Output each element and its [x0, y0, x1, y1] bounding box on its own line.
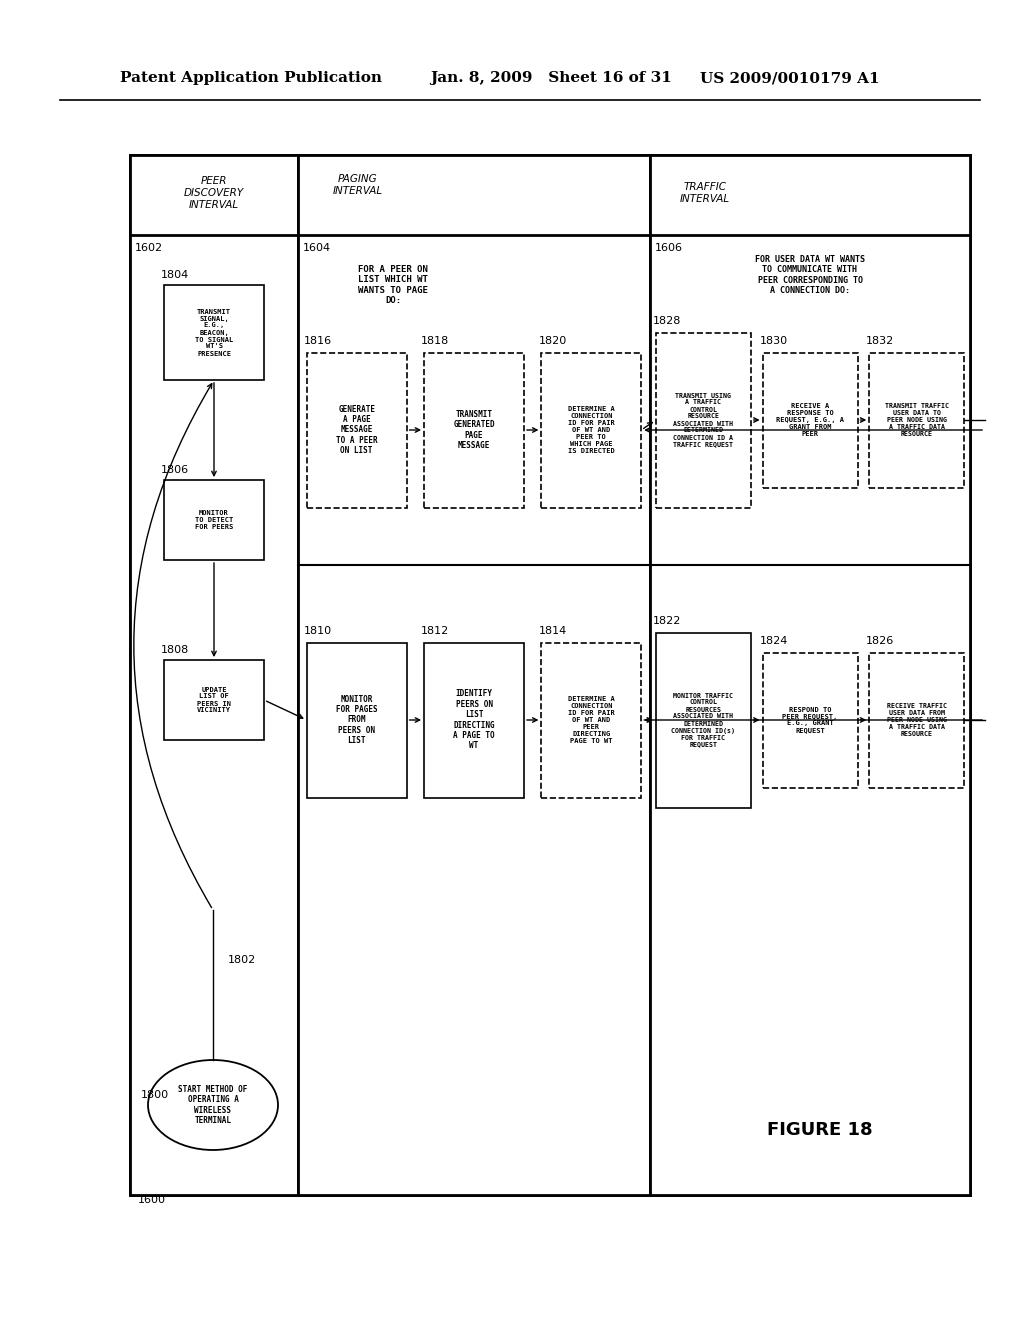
- Text: 1600: 1600: [138, 1195, 166, 1205]
- Text: FOR A PEER ON
LIST WHICH WT
WANTS TO PAGE
DO:: FOR A PEER ON LIST WHICH WT WANTS TO PAG…: [358, 265, 428, 305]
- Text: 1820: 1820: [539, 335, 566, 346]
- Text: FOR USER DATA WT WANTS
TO COMMUNICATE WITH
PEER CORRESPONDING TO
A CONNECTION DO: FOR USER DATA WT WANTS TO COMMUNICATE WI…: [755, 255, 865, 296]
- Text: RECEIVE A
RESPONSE TO
REQUEST, E.G., A
GRANT FROM
PEER: RECEIVE A RESPONSE TO REQUEST, E.G., A G…: [776, 403, 844, 437]
- Text: TRANSMIT TRAFFIC
USER DATA TO
PEER NODE USING
A TRAFFIC DATA
RESOURCE: TRANSMIT TRAFFIC USER DATA TO PEER NODE …: [885, 403, 948, 437]
- Text: GENERATE
A PAGE
MESSAGE
TO A PEER
ON LIST: GENERATE A PAGE MESSAGE TO A PEER ON LIS…: [336, 405, 378, 455]
- Text: RESPOND TO
PEER REQUEST,
E.G., GRANT
REQUEST: RESPOND TO PEER REQUEST, E.G., GRANT REQ…: [782, 706, 838, 734]
- Bar: [164, 285, 264, 380]
- Text: 1818: 1818: [421, 335, 450, 346]
- Text: FIGURE 18: FIGURE 18: [767, 1121, 872, 1139]
- Text: 1804: 1804: [161, 271, 189, 280]
- Bar: [869, 652, 965, 788]
- Text: PAGING
INTERVAL: PAGING INTERVAL: [333, 174, 383, 195]
- Bar: [763, 652, 857, 788]
- Text: UPDATE
LIST OF
PEERS IN
VICINITY: UPDATE LIST OF PEERS IN VICINITY: [197, 686, 231, 714]
- Text: 1826: 1826: [866, 635, 894, 645]
- Text: 1822: 1822: [653, 615, 681, 626]
- Bar: [306, 352, 407, 507]
- Bar: [869, 352, 965, 487]
- Text: TRANSMIT
GENERATED
PAGE
MESSAGE: TRANSMIT GENERATED PAGE MESSAGE: [454, 411, 495, 450]
- Bar: [542, 643, 641, 797]
- Text: TRAFFIC
INTERVAL: TRAFFIC INTERVAL: [680, 182, 730, 203]
- Bar: [130, 154, 970, 1195]
- Ellipse shape: [148, 1060, 278, 1150]
- Text: START METHOD OF
OPERATING A
WIRELESS
TERMINAL: START METHOD OF OPERATING A WIRELESS TER…: [178, 1085, 248, 1125]
- Bar: [306, 643, 407, 797]
- Text: 1830: 1830: [760, 335, 787, 346]
- Bar: [424, 643, 524, 797]
- Text: Jan. 8, 2009   Sheet 16 of 31: Jan. 8, 2009 Sheet 16 of 31: [430, 71, 672, 84]
- Text: 1806: 1806: [161, 465, 189, 475]
- Bar: [655, 632, 751, 808]
- Bar: [763, 352, 857, 487]
- Text: 1828: 1828: [653, 315, 681, 326]
- Bar: [424, 352, 524, 507]
- Bar: [130, 154, 298, 1195]
- Text: 1816: 1816: [304, 335, 332, 346]
- Text: 1832: 1832: [866, 335, 894, 346]
- Text: MONITOR TRAFFIC
CONTROL
RESOURCES
ASSOCIATED WITH
DETERMINED
CONNECTION ID(s)
FO: MONITOR TRAFFIC CONTROL RESOURCES ASSOCI…: [672, 693, 735, 747]
- Text: 1604: 1604: [303, 243, 331, 253]
- Text: DETERMINE A
CONNECTION
ID FOR PAIR
OF WT AND
PEER TO
WHICH PAGE
IS DIRECTED: DETERMINE A CONNECTION ID FOR PAIR OF WT…: [568, 407, 614, 454]
- Text: 1814: 1814: [539, 626, 566, 635]
- Bar: [164, 660, 264, 741]
- Text: RECEIVE TRAFFIC
USER DATA FROM
PEER NODE USING
A TRAFFIC DATA
RESOURCE: RECEIVE TRAFFIC USER DATA FROM PEER NODE…: [887, 704, 946, 737]
- Text: DETERMINE A
CONNECTION
ID FOR PAIR
OF WT AND
PEER
DIRECTING
PAGE TO WT: DETERMINE A CONNECTION ID FOR PAIR OF WT…: [568, 696, 614, 744]
- Text: 1602: 1602: [135, 243, 163, 253]
- Text: MONITOR
FOR PAGES
FROM
PEERS ON
LIST: MONITOR FOR PAGES FROM PEERS ON LIST: [336, 694, 378, 746]
- Bar: [655, 333, 751, 507]
- Bar: [650, 154, 970, 1195]
- Text: TRANSMIT
SIGNAL,
E.G.,
BEACON,
TO SIGNAL
WT'S
PRESENCE: TRANSMIT SIGNAL, E.G., BEACON, TO SIGNAL…: [195, 309, 233, 356]
- Text: MONITOR
TO DETECT
FOR PEERS: MONITOR TO DETECT FOR PEERS: [195, 510, 233, 531]
- Text: 1802: 1802: [228, 954, 256, 965]
- Text: 1812: 1812: [421, 626, 450, 635]
- Text: US 2009/0010179 A1: US 2009/0010179 A1: [700, 71, 880, 84]
- Text: 1824: 1824: [760, 635, 787, 645]
- Text: 1800: 1800: [141, 1090, 169, 1100]
- Bar: [164, 480, 264, 560]
- Text: Patent Application Publication: Patent Application Publication: [120, 71, 382, 84]
- Bar: [298, 154, 650, 1195]
- Text: IDENTIFY
PEERS ON
LIST
DIRECTING
A PAGE TO
WT: IDENTIFY PEERS ON LIST DIRECTING A PAGE …: [454, 689, 495, 751]
- Text: 1808: 1808: [161, 645, 189, 655]
- Text: TRANSMIT USING
A TRAFFIC
CONTROL
RESOURCE
ASSOCIATED WITH
DETERMINED
CONNECTION : TRANSMIT USING A TRAFFIC CONTROL RESOURC…: [674, 392, 733, 447]
- Text: 1810: 1810: [304, 626, 332, 635]
- Text: 1606: 1606: [655, 243, 683, 253]
- Bar: [542, 352, 641, 507]
- Text: PEER
DISCOVERY
INTERVAL: PEER DISCOVERY INTERVAL: [184, 177, 244, 210]
